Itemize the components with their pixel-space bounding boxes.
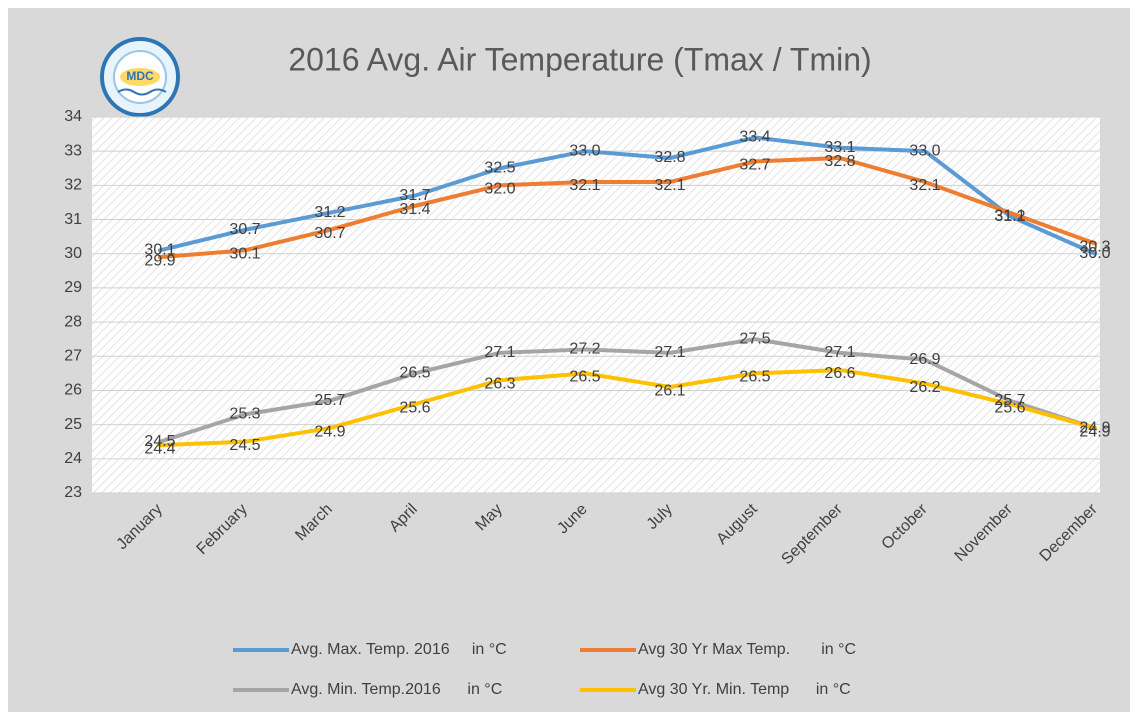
data-label: 33.0 (569, 142, 600, 159)
y-tick-label: 28 (64, 313, 82, 330)
data-label: 32.1 (909, 177, 940, 194)
data-label: 26.2 (909, 379, 940, 396)
data-label: 27.2 (569, 341, 600, 358)
y-tick-label: 34 (64, 108, 82, 125)
series-line (158, 135, 1097, 256)
y-tick-label: 33 (64, 142, 82, 159)
data-label: 30.7 (229, 221, 260, 238)
data-label: 24.4 (144, 440, 175, 457)
data-label: 26.9 (909, 351, 940, 368)
data-label: 26.5 (739, 369, 770, 386)
data-label: 30.0 (1079, 245, 1110, 262)
data-label: 30.3 (1079, 239, 1110, 256)
data-label: 26.3 (484, 375, 515, 392)
data-label: 32.5 (484, 159, 515, 176)
legend-label: Avg. Min. Temp.2016 in °C (291, 681, 502, 698)
series-line (158, 337, 1097, 444)
data-label: 24.5 (229, 437, 260, 454)
data-label: 32.1 (569, 177, 600, 194)
data-label: 32.0 (484, 181, 515, 198)
data-label: 25.6 (994, 399, 1025, 416)
data-label: 30.1 (144, 242, 175, 259)
y-tick-label: 26 (64, 382, 82, 399)
data-label: 31.1 (994, 207, 1025, 224)
y-tick-label: 32 (64, 177, 82, 194)
data-label: 25.7 (994, 392, 1025, 409)
series-line (158, 367, 1097, 448)
y-tick-label: 29 (64, 279, 82, 296)
data-label: 33.1 (824, 139, 855, 156)
data-label: 24.9 (314, 423, 345, 440)
data-label: 32.8 (824, 153, 855, 170)
data-label: 31.7 (399, 187, 430, 204)
y-tick-label: 23 (64, 484, 82, 501)
data-label: 31.2 (314, 204, 345, 221)
data-label: 24.9 (1079, 419, 1110, 436)
data-label: 26.1 (654, 382, 685, 399)
y-tick-label: 30 (64, 245, 82, 262)
data-label: 27.1 (824, 344, 855, 361)
data-label: 32.7 (739, 157, 770, 174)
y-tick-label: 27 (64, 347, 82, 364)
y-tick-label: 31 (64, 211, 82, 228)
data-label: 25.6 (399, 399, 430, 416)
series-line (158, 156, 1097, 260)
data-label: 33.4 (739, 129, 770, 146)
legend-label: Avg 30 Yr. Min. Temp in °C (638, 681, 851, 698)
logo-text: MDC (126, 69, 154, 83)
y-tick-label: 24 (64, 450, 82, 467)
data-label: 26.5 (569, 369, 600, 386)
data-label: 30.7 (314, 225, 345, 242)
data-label: 27.5 (739, 330, 770, 347)
logo: MDC (100, 37, 180, 117)
data-label: 31.4 (399, 201, 430, 218)
data-label: 26.5 (399, 365, 430, 382)
data-label: 24.5 (144, 433, 175, 450)
legend-label: Avg 30 Yr Max Temp. in °C (638, 641, 856, 658)
data-label: 29.9 (144, 252, 175, 269)
data-label: 27.1 (654, 344, 685, 361)
data-label: 32.1 (654, 177, 685, 194)
y-tick-label: 25 (64, 416, 82, 433)
chart-title: 2016 Avg. Air Temperature (Tmax / Tmin) (288, 41, 871, 77)
data-label: 26.6 (824, 365, 855, 382)
legend-label: Avg. Max. Temp. 2016 in °C (291, 641, 507, 658)
data-label: 27.1 (484, 344, 515, 361)
data-label: 31.2 (994, 208, 1025, 225)
data-label: 25.3 (229, 406, 260, 423)
plot-bg (92, 117, 1100, 493)
data-label: 30.1 (229, 246, 260, 263)
data-label: 32.8 (654, 149, 685, 166)
data-label: 24.9 (1079, 423, 1110, 440)
data-label: 25.7 (314, 392, 345, 409)
data-label: 33.0 (909, 142, 940, 159)
